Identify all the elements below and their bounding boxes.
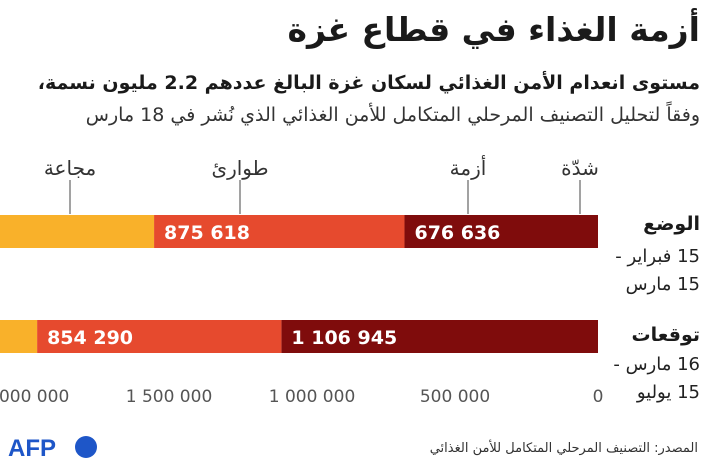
x-tick-label-3: 1 500 000 (126, 387, 213, 407)
chart-subtitle-line2: وفقاً لتحليل التصنيف المرحلي المتكامل لل… (85, 104, 700, 126)
row-period-end-current: 15 مارس (625, 274, 700, 295)
x-tick-label-0: 0 (593, 387, 604, 407)
bar-famine-row1 (281, 320, 598, 353)
bar-crisis-row1 (0, 320, 38, 353)
legend-label-crisis: أزمة (450, 155, 487, 180)
chart-subtitle-line1: مستوى انعدام الأمن الغذائي لسكان غزة الب… (37, 72, 700, 94)
data-label-emergency-row0: 875 618 (164, 222, 250, 244)
x-tick-label-2: 1 000 000 (269, 387, 356, 407)
afp-logo-mark: AFP (8, 435, 97, 462)
row-title-projection: توقعات (631, 324, 700, 346)
chart-title: أزمة الغذاء في قطاع غزة (287, 10, 700, 49)
bar-crisis-row0 (0, 215, 155, 248)
legend-label-stressed: شدّة (561, 156, 599, 180)
x-tick-label-1: 500 000 (420, 387, 490, 407)
afp-logo: AFP (8, 432, 98, 466)
bar-emergency-row1 (37, 320, 282, 353)
x-tick-label-4: 2 000 000 (0, 387, 69, 407)
bar-famine-row0 (404, 215, 598, 248)
stacked-bar-chart: مجاعة طوارئ أزمة شدّة 676 636 875 618 1 106 94… (0, 155, 604, 407)
row-period-end-projection: 15 يوليو (636, 382, 700, 403)
afp-logo-circle (75, 436, 97, 458)
bar-emergency-row0 (154, 215, 405, 248)
data-label-emergency-row1: 854 290 (47, 327, 133, 349)
data-label-famine-row0: 676 636 (414, 222, 500, 244)
afp-logo-text: AFP (8, 435, 56, 462)
legend-label-emergency: طوارئ (211, 156, 268, 180)
source-note: المصدر: التصنيف المرحلي المتكامل للأمن ا… (429, 441, 698, 456)
legend-label-famine: مجاعة (44, 156, 96, 180)
row-title-current: الوضع (643, 213, 700, 235)
row-period-start-current: 15 فبراير - (615, 246, 700, 267)
row-period-start-projection: 16 مارس - (613, 354, 700, 375)
data-label-famine-row1: 1 106 945 (291, 327, 397, 349)
